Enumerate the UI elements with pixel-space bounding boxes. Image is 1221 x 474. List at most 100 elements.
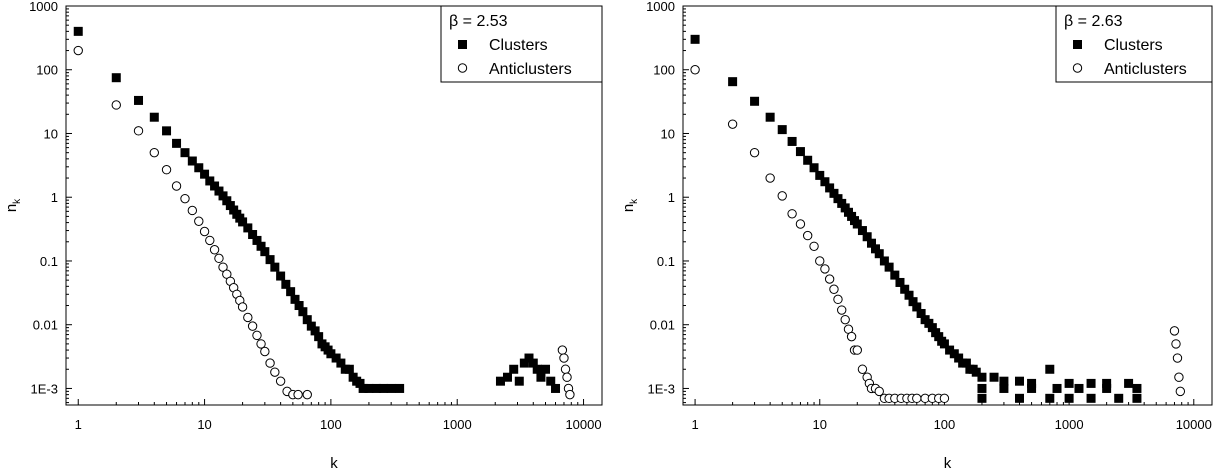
y-axis-label-main: n [620,204,637,212]
cluster-point [314,332,324,342]
x-tick-label: 100 [934,417,956,432]
cluster-point [210,181,220,191]
y-tick-label: 100 [653,63,675,78]
cluster-point [971,367,981,377]
cluster-point [546,376,556,386]
plot-frame [65,5,603,406]
y-tick-label: 1E-3 [31,381,58,396]
cluster-point [1124,378,1134,388]
y-axis-label-main: n [3,204,20,212]
y-axis-ticks [683,5,689,404]
cluster-point [532,364,542,374]
cluster-point [977,393,987,403]
cluster-point [916,308,926,318]
anticluster-point [302,389,312,400]
cluster-point [290,294,300,304]
x-axis-ticks [77,399,585,405]
cluster-point [815,170,825,180]
anticluster-point [857,364,868,374]
x-tick-label: 1000 [1055,417,1084,432]
cluster-point [336,358,346,368]
cluster-point [214,186,224,196]
cluster-point [528,358,538,368]
cluster-point [1064,378,1074,388]
cluster-point [495,376,505,386]
cluster-point [541,364,551,374]
cluster-point [803,155,813,165]
cluster-point [825,183,835,193]
y-tick-label: 100 [36,63,58,78]
cluster-point [1102,383,1112,393]
cluster-point [939,339,949,349]
cluster-point [874,249,884,259]
cluster-point [524,353,534,363]
cluster-point [879,256,889,266]
cluster-point [200,169,210,179]
anticluster-point [829,284,839,294]
legend-title: β = 2.53 [449,13,508,30]
cluster-point [904,290,914,300]
y-tick-label: 1000 [29,0,58,14]
cluster-point [1052,383,1062,393]
anticluster-point [218,262,228,272]
anticluster-point [260,346,270,357]
cluster-point [1074,383,1084,393]
anticluster-point [293,389,303,400]
cluster-point [1027,383,1037,393]
legend-title: β = 2.63 [1064,13,1123,30]
anticluster-point [874,386,884,397]
series-clusters [73,26,561,393]
cluster-point [331,353,341,363]
cluster-point [1014,376,1024,386]
anticluster-point [1171,339,1181,349]
cluster-point [829,188,839,198]
x-tick-label: 1 [75,417,82,432]
cluster-point [194,163,204,173]
x-tick-label: 1 [691,417,698,432]
anticluster-point [852,345,862,355]
cluster-point [265,255,275,265]
cluster-point [934,332,944,342]
cluster-point [765,112,775,122]
anticluster-point [824,274,835,284]
cluster-point [306,321,316,331]
cluster-point [977,372,987,382]
legend: β = 2.53 Clusters Anticlusters [440,5,603,83]
cluster-point [187,156,197,166]
cluster-point [1045,364,1055,374]
cluster-point [1027,378,1037,388]
cluster-point [1132,383,1142,393]
cluster-point [989,372,999,382]
cluster-point [395,383,405,393]
cluster-point [134,95,144,105]
legend-anticlusters-marker [457,63,468,73]
legend-box [440,5,603,83]
cluster-point [1132,393,1142,403]
anticluster-point [243,312,253,323]
cluster-point [364,383,374,393]
y-tick-label: 1E-3 [648,381,675,396]
anticluster-point [171,181,182,191]
anticluster-point [939,393,950,404]
x-tick-label: 1000 [443,417,472,432]
legend-clusters-marker [458,40,467,49]
cluster-point [927,323,937,333]
cluster-point [1064,393,1074,403]
anticluster-point [815,256,825,266]
cluster-point [551,383,561,393]
cluster-point [73,26,83,36]
cluster-point [519,358,529,368]
cluster-point [509,364,519,374]
anticluster-point [73,45,83,56]
cluster-point [912,302,922,312]
cluster-point [690,34,700,44]
anticluster-point [560,364,571,374]
cluster-point [820,177,830,187]
anticluster-point [833,294,843,305]
cluster-point [862,232,872,242]
cluster-point [833,194,843,204]
x-tick-label: 10000 [1176,417,1212,432]
anticluster-point [690,65,700,75]
anticluster-point [194,216,204,226]
anticluster-point [795,219,806,229]
